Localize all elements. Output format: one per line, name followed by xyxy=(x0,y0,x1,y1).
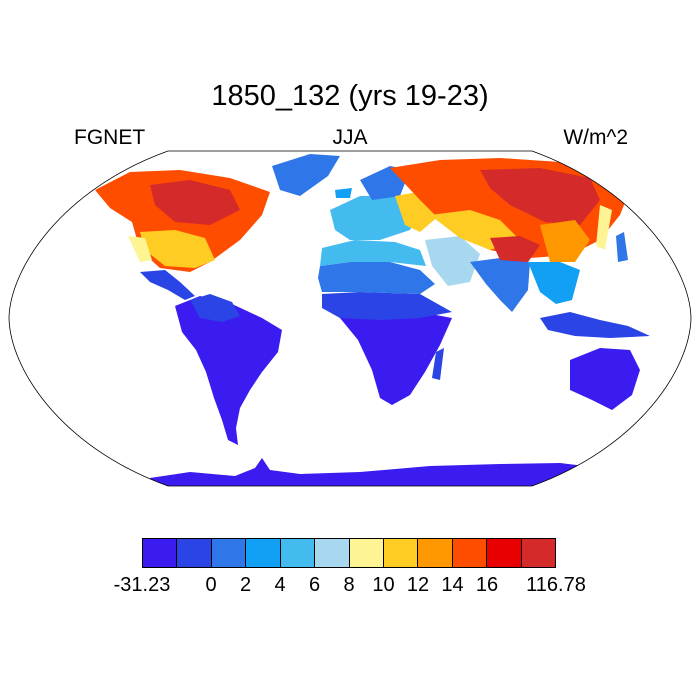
units-label: W/m^2 xyxy=(563,126,628,149)
legend-tick-label: -31.23 xyxy=(113,574,171,596)
landmass-japan xyxy=(616,232,628,262)
map-title: 1850_132 (yrs 19-23) xyxy=(211,80,489,112)
legend-tick-label: 116.78 xyxy=(526,574,586,596)
landmass-south-america xyxy=(175,296,282,445)
landmass-china-east xyxy=(540,220,590,262)
landmass-madagascar xyxy=(432,348,444,380)
legend-swatch xyxy=(451,538,488,568)
landmass-north-america-hot xyxy=(150,180,240,225)
legend-swatch xyxy=(279,538,316,568)
legend-swatch xyxy=(382,538,419,568)
landmass-arabia xyxy=(425,236,480,286)
landmass-indonesia xyxy=(540,312,650,338)
legend-swatch xyxy=(245,538,281,568)
legend-tick-label: 4 xyxy=(274,574,286,596)
landmass-central-america xyxy=(140,270,195,300)
landmass-antarctica xyxy=(150,458,585,486)
landmass-new-zealand xyxy=(648,400,668,426)
landmass-india xyxy=(470,258,530,312)
legend-tick-label: 6 xyxy=(308,574,321,596)
legend-tick-label: 0 xyxy=(205,574,217,596)
legend-tick-label: 12 xyxy=(406,574,430,596)
landmass-us-southwest xyxy=(128,236,152,262)
landmass-africa-north xyxy=(318,262,435,294)
landmass-sahara xyxy=(320,240,426,266)
legend-tick-label: 14 xyxy=(441,574,464,596)
landmass-siberia-hot xyxy=(480,168,600,225)
landmass-europe xyxy=(330,196,420,240)
landmass-africa-south xyxy=(340,312,452,405)
landmass-tibet xyxy=(490,236,540,262)
legend-swatch xyxy=(176,538,212,568)
landmass-southeast-asia xyxy=(528,262,580,304)
landmass-iceland xyxy=(335,188,352,198)
landmass-greenland xyxy=(272,154,340,196)
season-label: JJA xyxy=(332,126,368,149)
legend-tick-label: 8 xyxy=(343,574,355,596)
variable-label: FGNET xyxy=(74,126,146,149)
legend-swatch xyxy=(142,538,178,568)
landmass-africa-central xyxy=(322,292,452,320)
legend-swatch xyxy=(210,538,247,568)
legend-swatch xyxy=(520,538,557,568)
landmass-south-america-north xyxy=(190,294,240,322)
legend-swatch xyxy=(348,538,384,568)
landmass-us-south xyxy=(140,230,215,268)
legend-swatch xyxy=(314,538,350,568)
landmass-australia xyxy=(570,348,640,410)
color-legend xyxy=(142,538,557,568)
landmass-kamchatka xyxy=(596,205,612,250)
legend-swatch xyxy=(417,538,453,568)
globe-outline xyxy=(8,150,692,487)
legend-tick-label: 16 xyxy=(475,574,499,596)
legend-tick-label: 2 xyxy=(239,574,252,596)
legend-swatch xyxy=(486,538,522,568)
legend-tick-label: 10 xyxy=(372,574,395,596)
